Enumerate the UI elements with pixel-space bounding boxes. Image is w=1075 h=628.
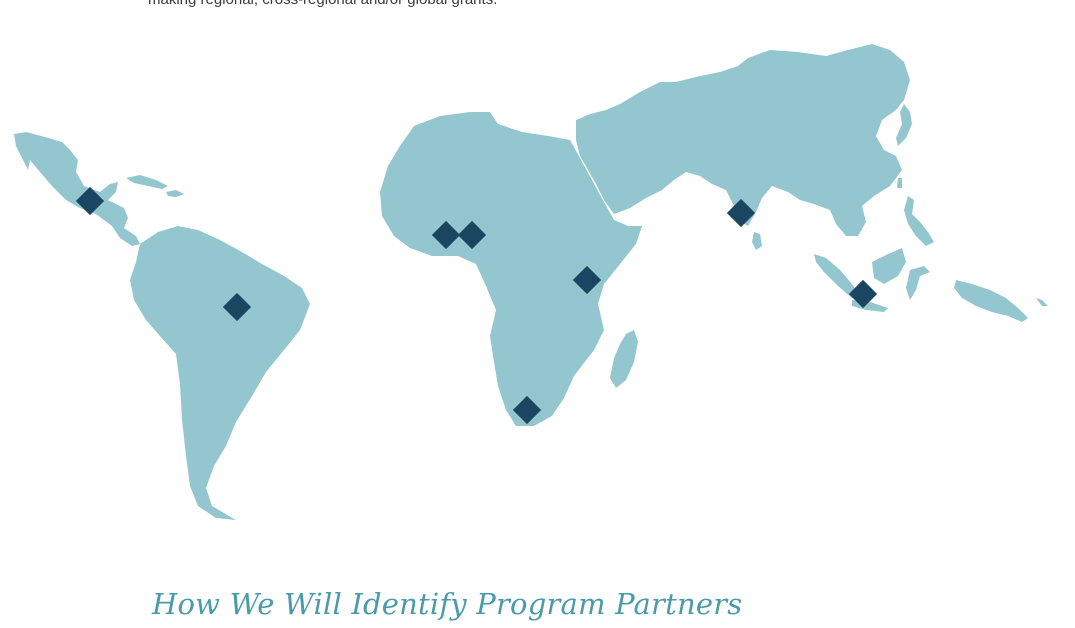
marker-south-africa[interactable] — [512, 395, 542, 425]
land-mexico-central-america — [14, 132, 140, 246]
land-japan — [896, 104, 912, 146]
land-islands-east — [1036, 298, 1048, 306]
marker-india[interactable] — [726, 198, 756, 228]
intro-text: making regional, cross-regional and/or g… — [148, 0, 497, 8]
land-taiwan — [897, 178, 902, 188]
section-heading: How We Will Identify Program Partners — [152, 587, 743, 621]
land-cuba — [126, 175, 168, 189]
land-sulawesi — [906, 266, 930, 300]
marker-east-africa[interactable] — [572, 265, 602, 295]
land-south-america — [130, 226, 310, 520]
land-madagascar — [610, 330, 638, 388]
land-hispaniola — [166, 190, 184, 197]
land-sumatra — [814, 254, 860, 298]
land-new-guinea — [954, 280, 1028, 322]
marker-indonesia[interactable] — [848, 279, 878, 309]
land-asia — [576, 44, 910, 236]
world-map — [14, 44, 1048, 520]
land-borneo — [872, 248, 906, 284]
land-philippines — [904, 196, 934, 246]
land-sri-lanka — [752, 232, 762, 250]
land-africa — [380, 112, 642, 426]
